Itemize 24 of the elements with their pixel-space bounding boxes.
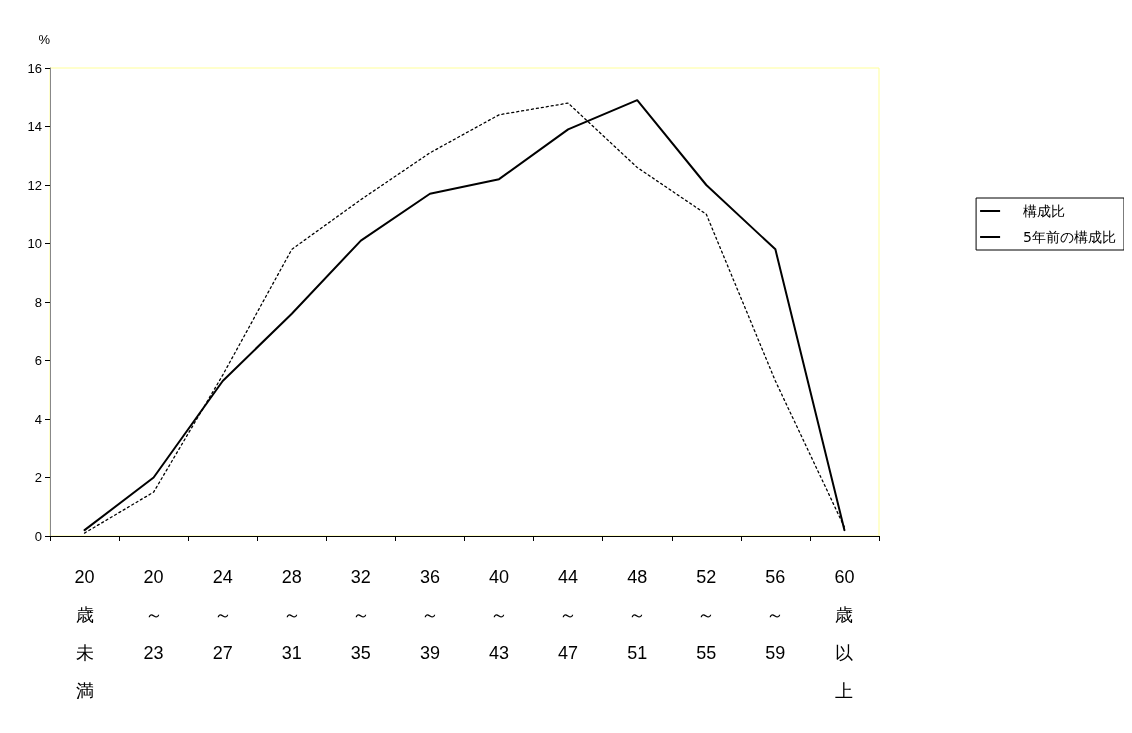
y-tick-label: 10 — [27, 236, 42, 251]
x-tick-label: 20～23 — [143, 567, 164, 663]
x-tick-label: 32～35 — [350, 567, 371, 663]
x-tick-label: 48～51 — [627, 567, 648, 663]
y-tick-label: 0 — [34, 528, 42, 544]
legend-label: 5年前の構成比 — [1023, 229, 1117, 245]
x-tick-label: 24～27 — [212, 567, 233, 663]
y-tick-label: 4 — [34, 411, 42, 427]
x-tick-label: 40～43 — [489, 567, 510, 663]
y-tick-label: 6 — [34, 353, 42, 368]
y-tick-label: 14 — [27, 119, 42, 134]
x-tick-label: 28～31 — [281, 567, 302, 663]
y-tick-label: 16 — [27, 60, 42, 76]
x-tick-label: 36～39 — [419, 567, 440, 663]
x-tick-label: 52～55 — [696, 567, 717, 663]
y-axis-title: % — [38, 32, 51, 47]
y-tick-label: 8 — [34, 294, 42, 310]
x-tick-label: 56～59 — [765, 567, 786, 663]
x-tick-label: 44～47 — [558, 567, 579, 663]
y-tick-label: 12 — [27, 177, 42, 193]
legend-label: 構成比 — [1023, 203, 1066, 219]
x-tick-label: 60歳以上 — [834, 567, 855, 701]
x-tick-label: 20歳未満 — [74, 567, 95, 701]
y-tick-label: 2 — [34, 470, 42, 485]
